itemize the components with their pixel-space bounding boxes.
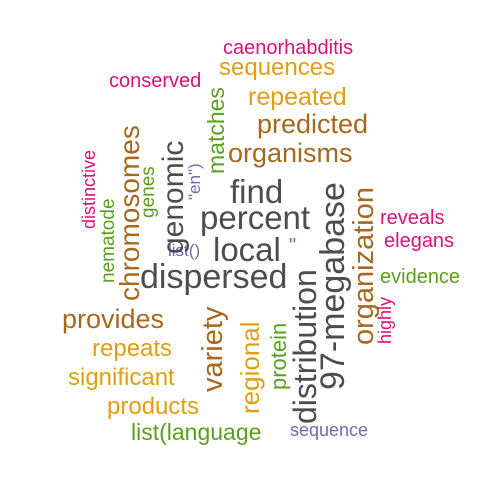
word-list-empty: list() (168, 241, 201, 260)
word-repeats: repeats (92, 335, 173, 362)
word-protein: protein (266, 322, 291, 390)
word-repeated: repeated (248, 83, 347, 111)
word-reveals: reveals (380, 207, 445, 229)
word-organisms: organisms (228, 138, 353, 168)
word-variety: variety (197, 306, 229, 392)
word-sequences: sequences (219, 54, 336, 81)
word-distribution: distribution (287, 269, 323, 424)
word-provides: provides (62, 304, 165, 334)
word-predicted: predicted (257, 109, 369, 139)
word-quote: " (289, 235, 297, 257)
word-caenorhabditis: caenorhabditis (223, 37, 354, 59)
word-elegans: elegans (384, 230, 455, 252)
word-chromosomes: chromosomes (114, 125, 145, 301)
word-evidence: evidence (380, 266, 461, 288)
word-products: products (107, 393, 200, 420)
word-conserved: conserved (109, 70, 202, 92)
word-local: local (213, 231, 281, 268)
word-highly: highly (375, 296, 395, 344)
word-regional: regional (235, 321, 265, 414)
word-sequence: sequence (290, 420, 369, 440)
word-distinctive: distinctive (79, 149, 99, 229)
word-find: find (230, 173, 284, 210)
word-matches: matches (203, 87, 229, 174)
word-dispersed: dispersed (140, 258, 288, 296)
word-significant: significant (68, 364, 175, 391)
word-list-language: list(language (131, 419, 262, 445)
word-percent: percent (200, 199, 311, 236)
word-en: "en") (185, 163, 204, 200)
